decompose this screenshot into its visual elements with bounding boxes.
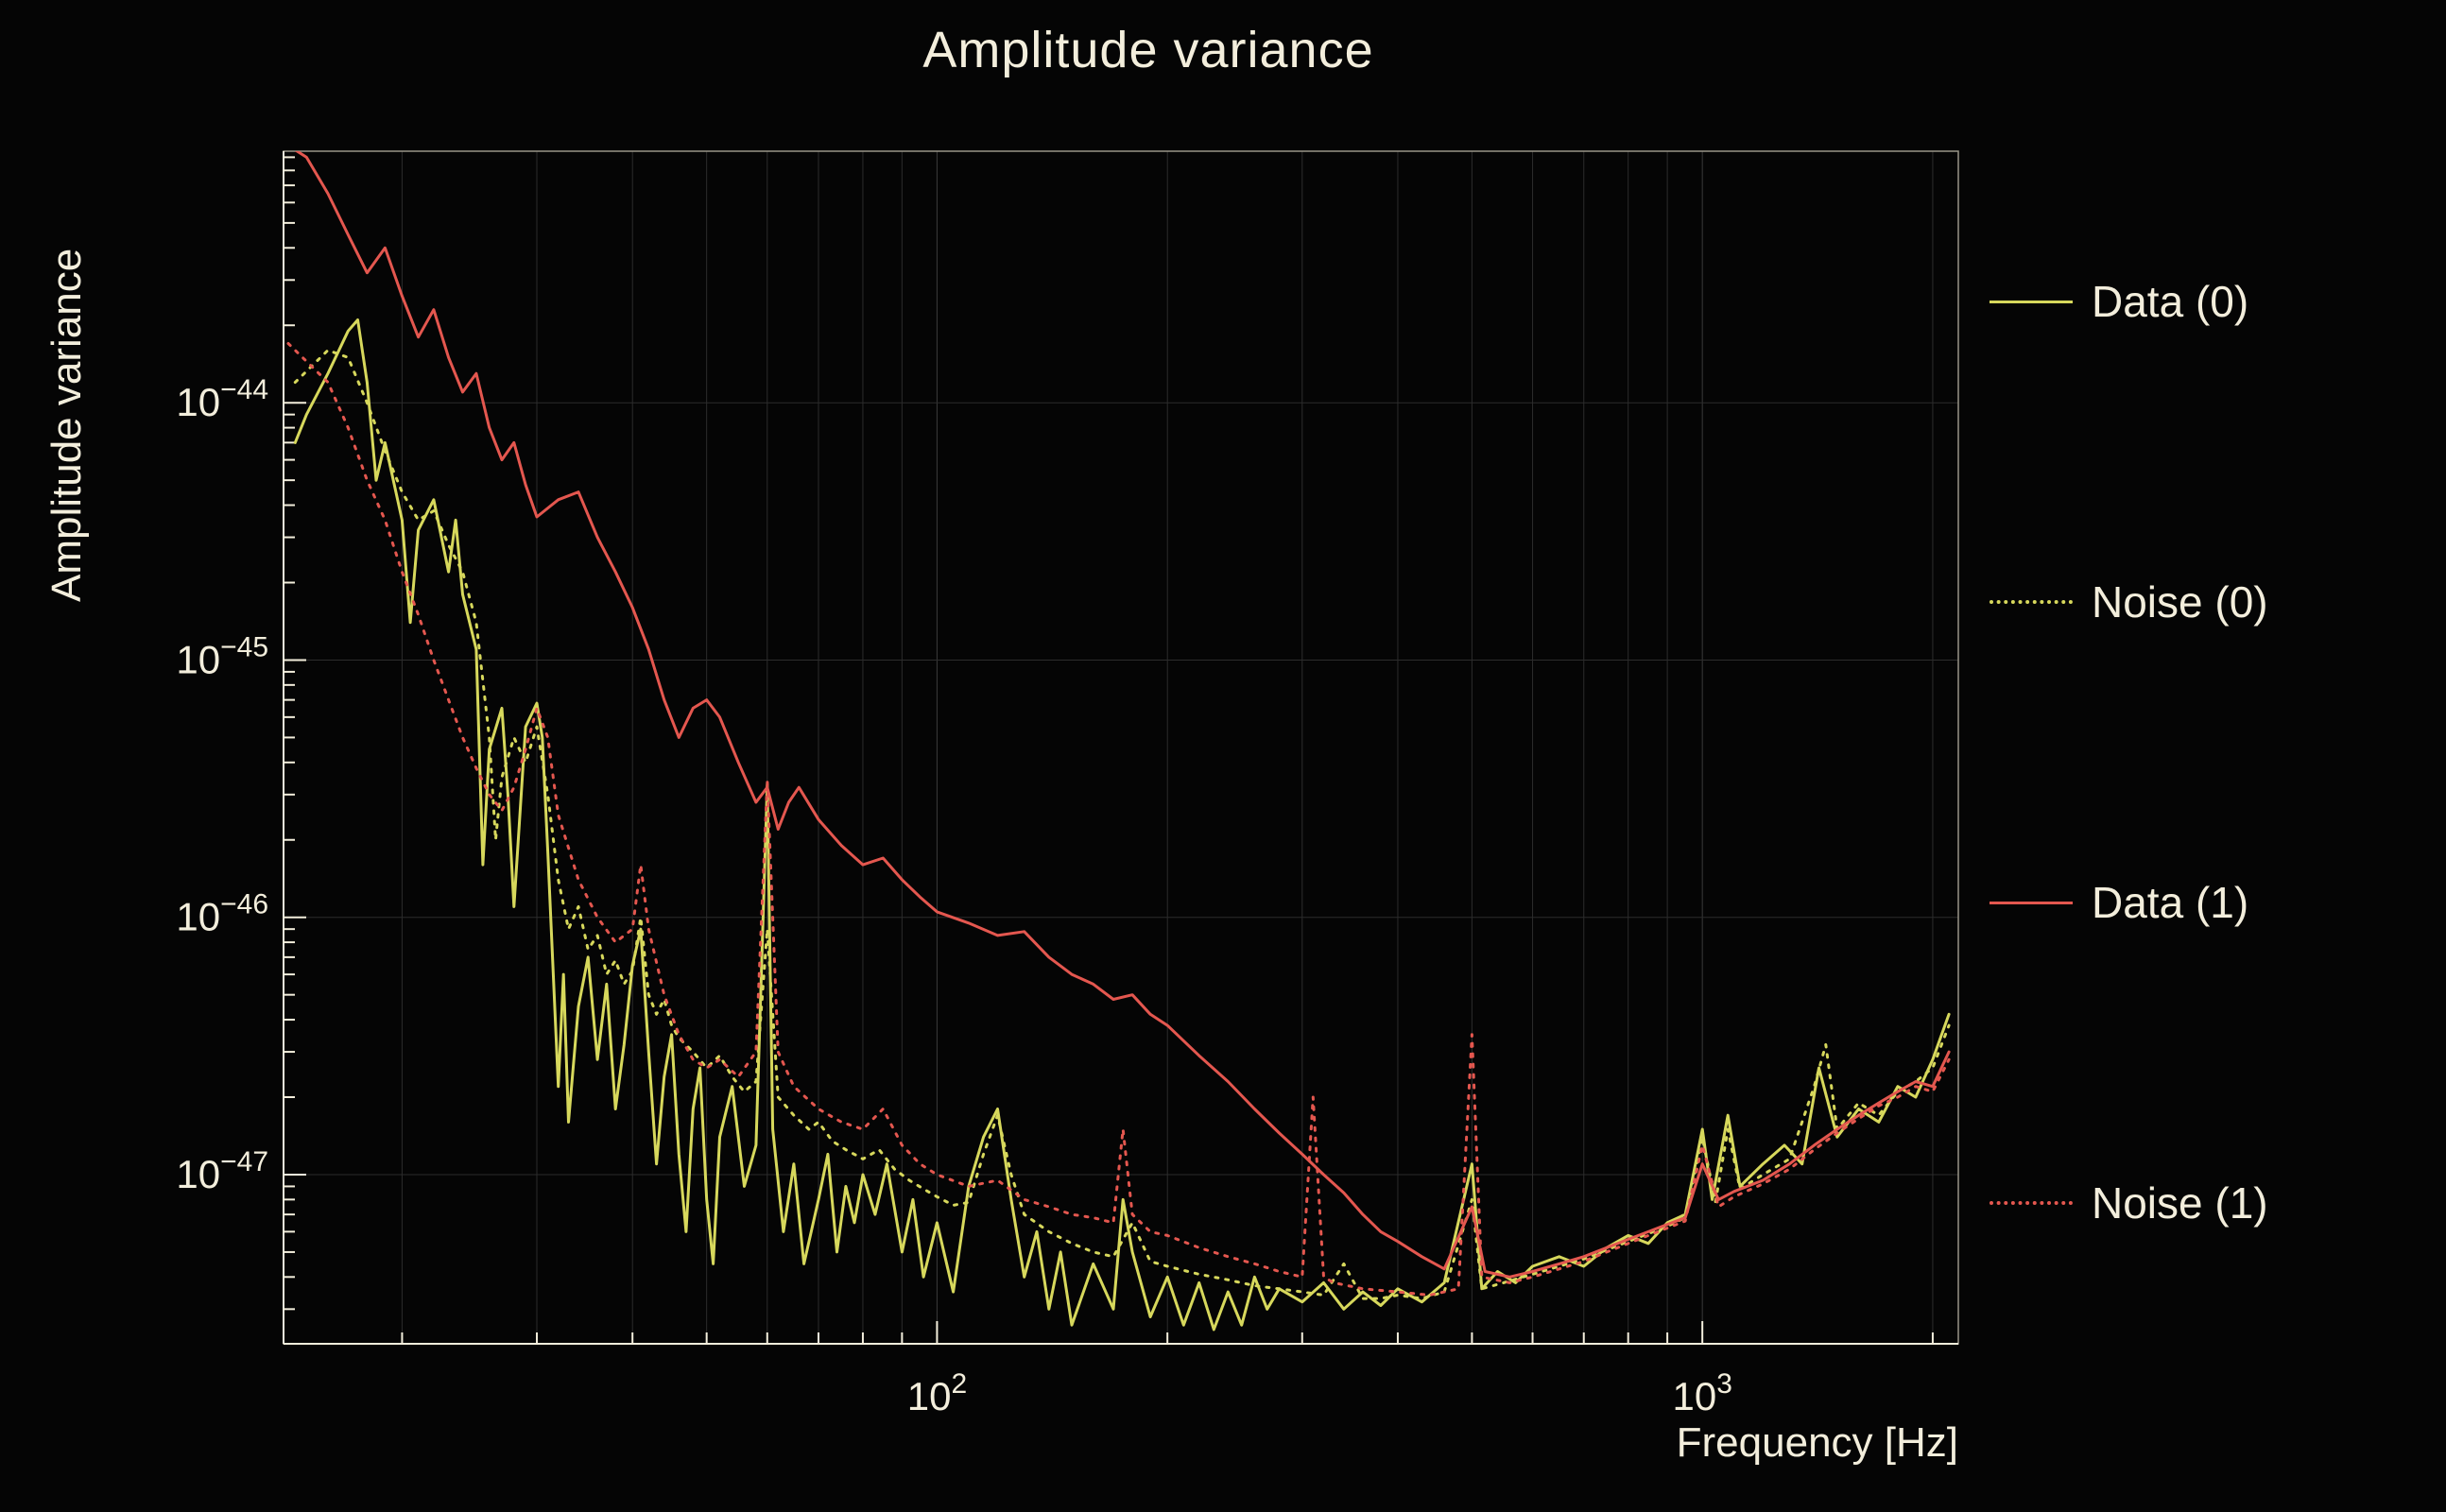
legend-label: Data (0) [2092,277,2249,326]
y-tick-label: 10−46 [176,889,268,939]
curve-data-1- [294,151,1951,1279]
legend-label: Noise (1) [2092,1178,2268,1228]
legend-label: Data (1) [2092,878,2249,927]
curve-noise-1- [286,342,1951,1297]
y-tick-label: 10−45 [176,631,268,681]
legend-label: Noise (0) [2092,577,2268,627]
curve-noise-0- [293,349,1951,1300]
y-tick-label: 10−44 [176,374,268,424]
legend-line-sample [1990,300,2073,303]
legend-entry: Data (1) [1990,874,2248,931]
legend-entry: Noise (0) [1990,574,2268,630]
y-axis-title: Amplitude variance [43,248,90,603]
legend-line-sample [1990,901,2073,904]
legend-line-sample [1990,1201,2073,1205]
curves-group [286,151,1951,1332]
legend: Data (0) Noise (0) Data (1) Noise (1) [1990,0,2443,1512]
x-axis-title: Frequency [Hz] [1676,1419,1958,1466]
x-tick-label: 103 [1672,1368,1731,1418]
legend-entry: Data (0) [1990,273,2248,330]
y-tick-label: 10−47 [176,1146,268,1196]
chart-title: Amplitude variance [922,22,1374,78]
curve-data-0- [293,318,1951,1332]
legend-line-sample [1990,600,2073,604]
x-tick-label: 102 [907,1368,967,1418]
legend-entry: Noise (1) [1990,1175,2268,1231]
